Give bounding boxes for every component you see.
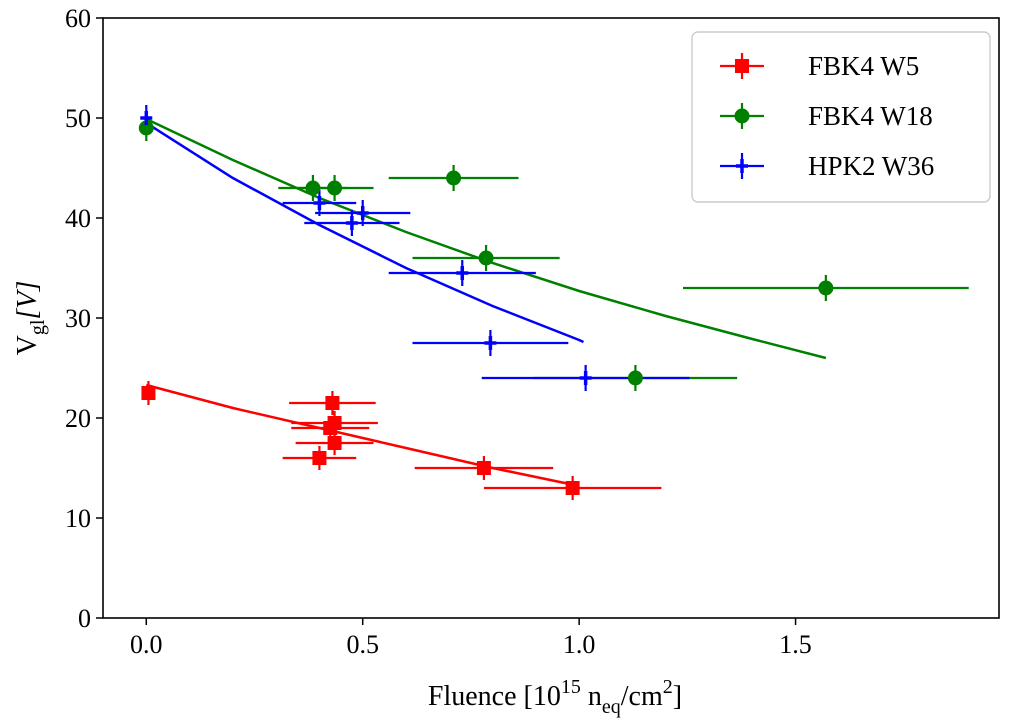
data-point-fbk4-w5	[323, 421, 338, 435]
y-tick-label: 40	[65, 204, 91, 233]
data-point-hpk2-w36	[140, 111, 153, 125]
legend: FBK4 W5 FBK4 W18 HPK2 W36	[691, 31, 991, 203]
data-point-fbk4-w18	[478, 250, 494, 266]
data-point-fbk4-w18	[446, 170, 462, 186]
data-point-hpk2-w36	[456, 266, 469, 280]
data-markers	[138, 111, 834, 495]
y-tick-label: 20	[65, 404, 91, 433]
x-axis-label: Fluence [1015 neq/cm2]	[428, 676, 682, 718]
data-point-hpk2-w36	[313, 196, 326, 210]
data-point-hpk2-w36	[579, 371, 592, 385]
y-tick-label: 0	[78, 604, 91, 633]
legend-marker-hpk2-w36	[736, 159, 748, 173]
x-tick-label: 1.0	[563, 630, 596, 659]
data-point-fbk4-w18	[818, 280, 834, 296]
legend-label-hpk2-w36: HPK2 W36	[808, 151, 934, 181]
data-point-fbk4-w5	[327, 436, 342, 450]
data-point-fbk4-w18	[305, 180, 321, 196]
data-point-hpk2-w36	[345, 216, 358, 230]
data-point-fbk4-w5	[312, 451, 327, 465]
x-axis-ticks: 0.0 0.5 1.0 1.5	[130, 618, 812, 659]
legend-marker-fbk4-w18	[734, 108, 750, 124]
data-point-hpk2-w36	[356, 206, 369, 220]
fit-line-fbk4-w5	[145, 383, 580, 488]
data-point-fbk4-w5	[565, 481, 580, 495]
x-tick-label: 0.5	[346, 630, 379, 659]
fit-line-fbk4-w18	[145, 117, 827, 360]
y-axis-ticks: 0 10 20 30 40 50 60	[65, 4, 103, 633]
legend-label-fbk4-w18: FBK4 W18	[808, 101, 933, 131]
legend-frame	[691, 31, 991, 203]
legend-label-fbk4-w5: FBK4 W5	[808, 51, 919, 81]
legend-items: FBK4 W5 FBK4 W18 HPK2 W36	[720, 51, 934, 181]
y-tick-label: 30	[65, 304, 91, 333]
y-tick-label: 50	[65, 104, 91, 133]
y-tick-label: 10	[65, 504, 91, 533]
y-axis-label: Vgl[V]	[12, 281, 49, 356]
fit-line-hpk2-w36	[145, 121, 584, 344]
data-point-hpk2-w36	[484, 336, 497, 350]
legend-marker-fbk4-w5	[735, 59, 749, 73]
data-point-fbk4-w5	[325, 396, 340, 410]
x-tick-label: 1.5	[779, 630, 812, 659]
y-tick-label: 60	[65, 4, 91, 33]
data-point-fbk4-w18	[138, 120, 154, 136]
data-point-fbk4-w18	[627, 370, 643, 386]
x-tick-label: 0.0	[130, 630, 163, 659]
data-point-fbk4-w5	[141, 386, 156, 400]
data-point-fbk4-w5	[476, 461, 491, 475]
data-point-fbk4-w18	[327, 180, 343, 196]
fit-lines	[145, 117, 827, 488]
